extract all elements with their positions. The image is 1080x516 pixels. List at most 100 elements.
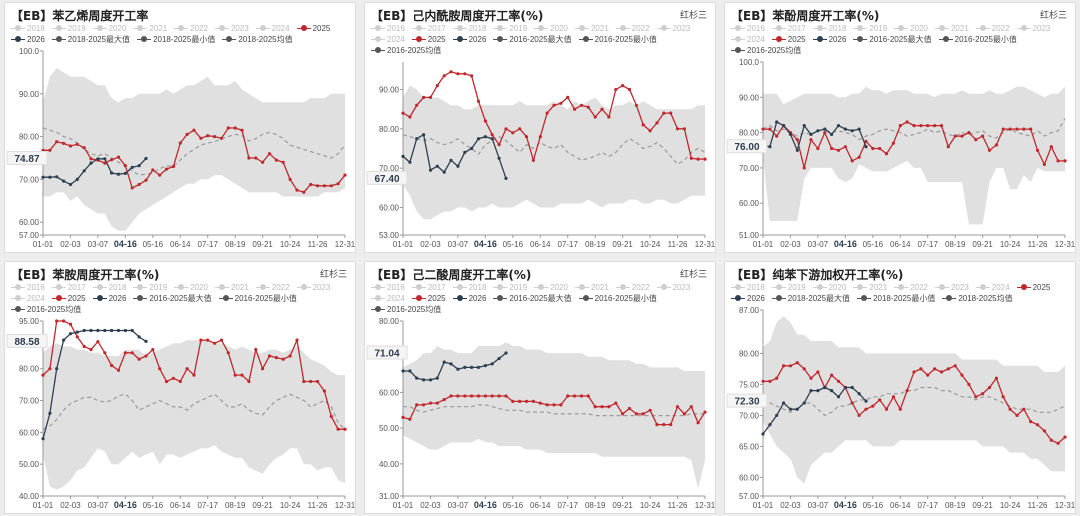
legend-item[interactable]: 2018 [92, 282, 126, 293]
legend-item[interactable]: 2016-2025最小值 [938, 34, 1017, 45]
legend-item[interactable]: 2021 [934, 23, 969, 34]
legend-item[interactable]: 2024 [371, 293, 405, 304]
legend-item[interactable]: 2022 [174, 23, 208, 34]
legend-item[interactable]: 2026 [731, 293, 765, 304]
series-2026-point [449, 158, 453, 162]
legend-item[interactable]: 2021 [133, 23, 167, 34]
legend-label: 2019 [67, 24, 86, 33]
legend-item[interactable]: 2025 [1016, 282, 1050, 293]
legend-item[interactable]: 2016-2025最小值 [578, 293, 657, 304]
legend-item[interactable]: 2016-2025最大值 [853, 34, 932, 45]
legend-item[interactable]: 2016-2025均值 [371, 45, 441, 56]
legend-item[interactable]: 2016-2025最小值 [218, 293, 297, 304]
legend-item[interactable]: 2018 [452, 282, 486, 293]
legend-item[interactable]: 2023 [656, 282, 690, 293]
legend-item[interactable]: 2023 [1016, 23, 1050, 34]
legend-item[interactable]: 2016-2025最大值 [133, 293, 212, 304]
legend-item[interactable]: 2025 [411, 293, 446, 304]
chart-plot: 31.0040.0050.0060.0070.0080.0001-0102-03… [366, 317, 715, 510]
legend-item[interactable]: 2022 [255, 282, 290, 293]
legend-item[interactable]: 2020 [894, 23, 928, 34]
series-2025-point [939, 124, 944, 128]
legend-item[interactable]: 2022 [615, 282, 650, 293]
legend-item[interactable]: 2019 [771, 282, 806, 293]
legend-item[interactable]: 2023 [656, 23, 691, 34]
legend-item[interactable]: 2016-2025均值 [731, 45, 801, 56]
legend-label: 2018 [747, 283, 765, 292]
legend-item[interactable]: 2026 [452, 34, 486, 45]
legend-item[interactable]: 2023 [296, 282, 330, 293]
legend-item[interactable]: 2021 [853, 282, 887, 293]
legend-item[interactable]: 2018 [731, 282, 765, 293]
legend-label: 2023 [672, 24, 691, 33]
series-2025-point [309, 182, 313, 187]
legend-item[interactable]: 2018-2025最大值 [51, 34, 130, 45]
legend-item[interactable]: 2026 [812, 34, 846, 45]
legend-item[interactable]: 2017 [411, 23, 446, 34]
legend-item[interactable]: 2020 [92, 23, 126, 34]
series-2025-point [315, 184, 320, 188]
legend-item[interactable]: 2025 [296, 23, 330, 34]
legend-item[interactable]: 2024 [975, 282, 1010, 293]
legend-item[interactable]: 2026 [452, 293, 486, 304]
legend-item[interactable]: 2019 [51, 23, 86, 34]
legend-item[interactable]: 2016-2025均值 [371, 304, 441, 315]
legend-item[interactable]: 2018-2025最大值 [771, 293, 850, 304]
legend-item[interactable]: 2020 [174, 282, 208, 293]
series-2025-point [634, 412, 638, 416]
legend-item[interactable]: 2024 [371, 34, 405, 45]
legend-item[interactable]: 2026 [92, 293, 126, 304]
legend-item[interactable]: 2022 [975, 23, 1010, 34]
legend-item[interactable]: 2019 [493, 282, 527, 293]
legend-item[interactable]: 2020 [812, 282, 846, 293]
legend-item[interactable]: 2018-2025最小值 [857, 293, 935, 304]
legend-item[interactable]: 2022 [615, 23, 650, 34]
legend-item[interactable]: 2018-2025最小值 [137, 34, 215, 45]
legend-item[interactable]: 2021 [574, 23, 609, 34]
legend-item[interactable]: 2016 [11, 282, 45, 293]
legend-item[interactable]: 2022 [894, 282, 928, 293]
x-tick-label: 01-01 [753, 501, 774, 510]
legend-item[interactable]: 2024 [731, 34, 765, 45]
legend-item[interactable]: 2018-2025均值 [942, 293, 1013, 304]
legend-label: 2018-2025最小值 [873, 294, 936, 303]
legend-item[interactable]: 2024 [255, 23, 290, 34]
legend-item[interactable]: 2017 [411, 282, 446, 293]
legend-item[interactable]: 2016-2025最小值 [578, 34, 657, 45]
legend-item[interactable]: 2025 [771, 34, 806, 45]
legend-item[interactable]: 2025 [51, 293, 86, 304]
legend-item[interactable]: 2016 [731, 23, 765, 34]
legend-item[interactable]: 2024 [11, 293, 45, 304]
legend-item[interactable]: 2016 [371, 282, 405, 293]
legend-item[interactable]: 2016-2025最大值 [493, 34, 572, 45]
legend-item[interactable]: 2023 [214, 23, 249, 34]
legend-item[interactable]: 2020 [534, 23, 568, 34]
legend-item[interactable]: 2021 [574, 282, 609, 293]
series-2025-point [435, 84, 439, 88]
series-2025-point [267, 152, 272, 156]
series-2026-point [137, 164, 141, 168]
legend-item[interactable]: 2021 [214, 282, 249, 293]
legend-item[interactable]: 2017 [771, 23, 806, 34]
legend-item[interactable]: 2017 [51, 282, 86, 293]
legend-item[interactable]: 2019 [853, 23, 887, 34]
legend-item[interactable]: 2016-2025均值 [11, 304, 81, 315]
legend-swatch [371, 295, 385, 302]
legend-item[interactable]: 2018 [452, 23, 486, 34]
legend-item[interactable]: 2018-2025均值 [222, 34, 293, 45]
legend-item[interactable]: 2020 [534, 282, 568, 293]
legend-item[interactable]: 2016 [371, 23, 405, 34]
legend-label: 2023 [950, 283, 969, 292]
legend-item[interactable]: 2018 [11, 23, 45, 34]
legend-item[interactable]: 2025 [411, 34, 446, 45]
x-tick-label: 04-16 [114, 500, 137, 510]
legend-item[interactable]: 2026 [11, 34, 45, 45]
legend-item[interactable]: 2019 [133, 282, 167, 293]
legend-item[interactable]: 2023 [934, 282, 969, 293]
legend-item[interactable]: 2019 [493, 23, 527, 34]
legend-item[interactable]: 2016-2025最大值 [493, 293, 572, 304]
legend-item[interactable]: 2018 [812, 23, 846, 34]
series-2025-point [518, 399, 522, 403]
series-2025-point [151, 168, 155, 172]
series-2025-point [171, 376, 175, 380]
